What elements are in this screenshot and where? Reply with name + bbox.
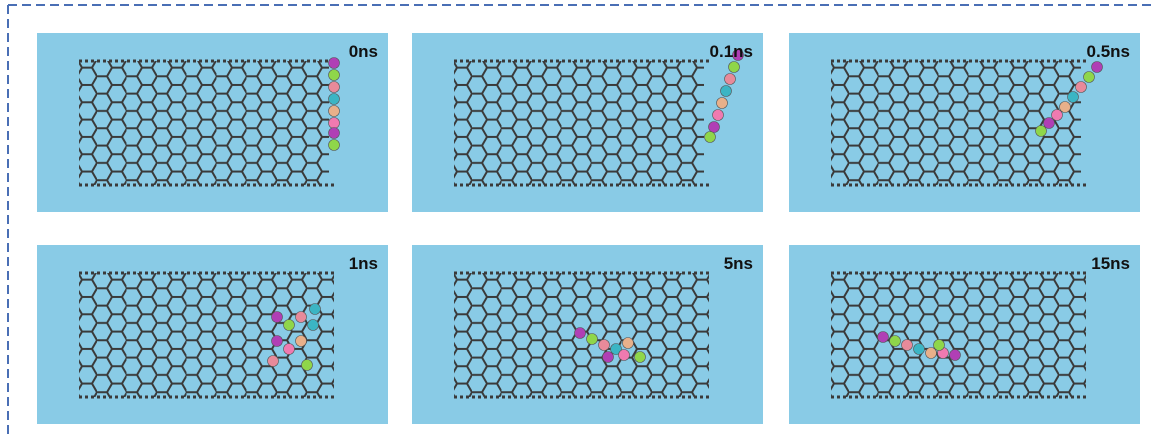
molecule-atom bbox=[712, 109, 724, 121]
panel: 0ns bbox=[37, 33, 388, 212]
molecule-atom bbox=[598, 339, 610, 351]
molecule-atom bbox=[724, 73, 736, 85]
molecule-atom bbox=[704, 131, 716, 143]
nanotube bbox=[79, 273, 334, 397]
molecule-atom bbox=[716, 97, 728, 109]
molecule-atom bbox=[889, 335, 901, 347]
panel: 1ns bbox=[37, 245, 388, 424]
molecule-atom bbox=[328, 57, 340, 69]
molecule-atom bbox=[901, 339, 913, 351]
molecule-atom bbox=[728, 61, 740, 73]
molecule-atom bbox=[1059, 101, 1071, 113]
panel: 5ns bbox=[412, 245, 763, 424]
time-label: 0.1ns bbox=[710, 42, 753, 61]
molecule-atom bbox=[1091, 61, 1103, 73]
molecule-atom bbox=[328, 139, 340, 151]
panel: 0.5ns bbox=[789, 33, 1140, 212]
molecule-atom bbox=[283, 343, 295, 355]
molecule-atom bbox=[267, 355, 279, 367]
molecule-atom bbox=[877, 331, 889, 343]
molecule-atom bbox=[622, 337, 634, 349]
molecule-atom bbox=[913, 343, 925, 355]
molecule-atom bbox=[634, 351, 646, 363]
molecule-atom bbox=[295, 335, 307, 347]
time-label: 1ns bbox=[349, 254, 378, 273]
panel: 15ns bbox=[789, 245, 1140, 424]
molecule-atom bbox=[295, 311, 307, 323]
molecule-atom bbox=[708, 121, 720, 133]
molecule-atom bbox=[586, 333, 598, 345]
molecule-atom bbox=[949, 349, 961, 361]
molecule-atom bbox=[328, 127, 340, 139]
molecule-atom bbox=[720, 85, 732, 97]
molecule-atom bbox=[1075, 81, 1087, 93]
molecule-atom bbox=[933, 339, 945, 351]
time-label: 0ns bbox=[349, 42, 378, 61]
molecule-atom bbox=[283, 319, 295, 331]
molecule-atom bbox=[328, 105, 340, 117]
molecule-atom bbox=[328, 117, 340, 129]
molecule-atom bbox=[328, 69, 340, 81]
molecule-atom bbox=[574, 327, 586, 339]
molecule-atom bbox=[602, 351, 614, 363]
molecule-atom bbox=[271, 335, 283, 347]
molecule-atom bbox=[610, 343, 622, 355]
molecule-atom bbox=[1067, 91, 1079, 103]
nanotube bbox=[454, 61, 704, 185]
molecule-atom bbox=[271, 311, 283, 323]
nanotube bbox=[831, 273, 1086, 397]
nanotube bbox=[79, 61, 329, 185]
molecule-atom bbox=[618, 349, 630, 361]
molecule-atom bbox=[309, 303, 321, 315]
molecule-atom bbox=[328, 81, 340, 93]
molecule-atom bbox=[307, 319, 319, 331]
molecule-atom bbox=[925, 347, 937, 359]
time-label: 0.5ns bbox=[1087, 42, 1130, 61]
nanotube bbox=[831, 61, 1081, 185]
molecule-atom bbox=[301, 359, 313, 371]
panels: 0ns 0.1ns 0.5ns 1ns 5ns 15ns bbox=[37, 33, 1140, 424]
molecule-atom bbox=[328, 93, 340, 105]
molecule-atom bbox=[1083, 71, 1095, 83]
molecule-atom bbox=[1051, 109, 1063, 121]
time-label: 15ns bbox=[1091, 254, 1130, 273]
molecule-atom bbox=[732, 49, 744, 61]
molecule-atom bbox=[1043, 117, 1055, 129]
panel: 0.1ns bbox=[412, 33, 763, 212]
time-label: 5ns bbox=[724, 254, 753, 273]
molecule-atom bbox=[1035, 125, 1047, 137]
